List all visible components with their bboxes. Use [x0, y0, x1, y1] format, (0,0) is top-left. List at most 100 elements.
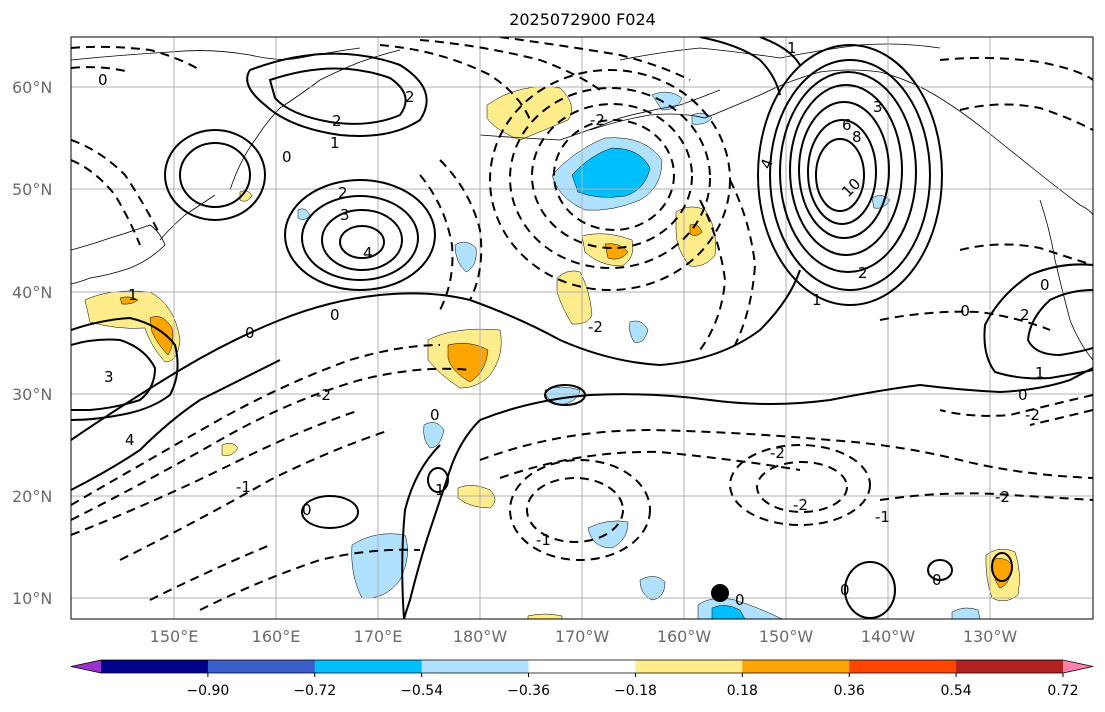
- clabel-3-high: 3: [873, 98, 883, 116]
- contour-long-1: [71, 269, 801, 441]
- dcontour-wide-3: [879, 492, 1093, 501]
- clabel-neg2-mid: -2: [316, 386, 331, 404]
- clabel-neg2-s: -2: [770, 444, 785, 462]
- colorbar-tick-label: −0.54: [400, 683, 443, 699]
- dcontour-mid-2: [419, 174, 454, 311]
- clabel-4-sw: 4: [125, 431, 135, 449]
- dcontour-nw-2: [71, 159, 141, 246]
- clabel-2-low: 2: [338, 184, 348, 202]
- contour-north-2: [268, 67, 407, 125]
- contour-nw-1: [164, 129, 266, 221]
- lat-label-40n: 40°N: [12, 283, 52, 302]
- dcontour-sw-2: [149, 544, 271, 601]
- contour-small-mid2: [544, 384, 586, 406]
- clabel-3-sw: 3: [104, 368, 114, 386]
- contour-high-1: [757, 44, 943, 306]
- contour-low-w-2: [301, 195, 419, 281]
- clabel-neg1-sw: -1: [236, 478, 251, 496]
- contour-small-sw: [301, 495, 359, 529]
- lat-label-50n: 50°N: [12, 180, 52, 199]
- dcontour-n-1: [379, 44, 531, 121]
- colorbar: −0.90 −0.72 −0.54 −0.36 −0.18 0.18 0.36 0.54 0.7…: [70, 659, 1094, 699]
- clabel-neg2-n: -2: [590, 111, 605, 129]
- colorbar-tick-label: 0.72: [1047, 683, 1078, 699]
- clabel-neg2-se2: -2: [793, 496, 808, 514]
- contour-top-1: [699, 37, 781, 96]
- map-content: 10 8 6 4 3 2 1 4 3 2 2 2 1 0 1 0 0 0 0 0…: [71, 37, 1093, 619]
- colorbar-segment: [742, 660, 850, 673]
- shade-negative-bottom-core: [711, 605, 746, 619]
- clabel-0-se: 0: [840, 581, 850, 599]
- coast-na-west: [1039, 199, 1093, 361]
- contour-small-se2: [927, 559, 953, 581]
- shade-positive-small3: [527, 613, 563, 619]
- coast-kuriles: [159, 194, 216, 241]
- contour-long-2: [71, 359, 281, 491]
- colorbar-segment: [207, 660, 316, 673]
- colorbar-segment: [849, 660, 957, 673]
- clabel-0-bottom: 0: [735, 591, 745, 609]
- dcontour-ne-1: [939, 56, 1093, 81]
- clabel-0-nw: 0: [282, 148, 292, 166]
- contour-sw-lobe-1: [71, 316, 179, 421]
- dcontour-s-2: [526, 477, 624, 543]
- shade-negative-se: [951, 607, 981, 619]
- colorbar-extend-high: [1063, 660, 1093, 673]
- shaded-anomalies: [84, 86, 1020, 619]
- coast-kamchatka: [229, 49, 401, 191]
- contour-east-2: [1026, 289, 1093, 357]
- dcontour-ne-4: [879, 310, 1051, 331]
- clabel-3-low: 3: [340, 206, 350, 224]
- contour-high-3: [779, 71, 917, 273]
- shade-negative-small5: [587, 520, 629, 549]
- lon-label-170e: 170°E: [354, 627, 403, 646]
- clabel-neg2-dl: -2: [588, 318, 603, 336]
- dcontour-bering-4: [553, 119, 675, 231]
- clabel-4-low: 4: [363, 244, 373, 262]
- lat-label-20n: 20°N: [12, 487, 52, 506]
- shade-positive-mid2: [556, 270, 593, 325]
- contour-high-8: [807, 119, 877, 225]
- shade-positive-dateline-core: [447, 343, 489, 383]
- clabel-2-north2: 2: [332, 112, 342, 130]
- colorbar-tick-label: 0.18: [727, 683, 758, 699]
- clabel-0-sw: 0: [302, 501, 312, 519]
- contour-small-se: [844, 561, 896, 619]
- clabel-0-mid: 0: [245, 324, 255, 342]
- contour-high-6: [798, 101, 890, 239]
- contour-top-2: [759, 37, 801, 66]
- shade-negative-bering-core: [571, 147, 651, 198]
- clabel-1-high: 1: [812, 291, 822, 309]
- contour-low-w-3: [321, 209, 403, 271]
- contour-small-mid: [427, 467, 449, 493]
- contour-low-w-4: [339, 225, 385, 259]
- dcontour-sw-1: [199, 548, 421, 611]
- clabel-1-east: 1: [1035, 364, 1045, 382]
- shade-negative-alaska1: [651, 91, 683, 111]
- dcontour-bering-2: [509, 87, 711, 269]
- colorbar-segment: [101, 660, 209, 673]
- colorbar-segment: [635, 660, 743, 673]
- shade-positive-w-japan: [84, 290, 181, 363]
- clabel-1-mid: 1: [435, 481, 445, 499]
- clabel-0-east: 0: [1040, 276, 1050, 294]
- clabel-1-north: 1: [330, 134, 340, 152]
- lon-label-130w: 130°W: [963, 627, 1018, 646]
- clabel-8: 8: [852, 128, 862, 146]
- dcontour-mid-3: [699, 199, 727, 351]
- coast-aleutians: [479, 89, 721, 141]
- clabel-1-sw: 1: [128, 286, 138, 304]
- dcontour-se-1: [729, 444, 871, 526]
- lon-label-160e: 160°E: [252, 627, 301, 646]
- solid-contours: [71, 37, 1093, 619]
- lon-label-150e: 150°E: [150, 627, 199, 646]
- contour-sw-lobe-2: [71, 338, 157, 411]
- shade-positive-small2: [457, 485, 496, 509]
- shade-positive-mid3: [675, 206, 716, 267]
- dcontour-wide-5: [1029, 409, 1093, 426]
- dcontour-wide-2: [499, 450, 801, 479]
- colorbar-segment: [314, 660, 423, 673]
- clabel-neg2-east: -2: [1025, 406, 1040, 424]
- shade-negative-sw: [351, 533, 408, 599]
